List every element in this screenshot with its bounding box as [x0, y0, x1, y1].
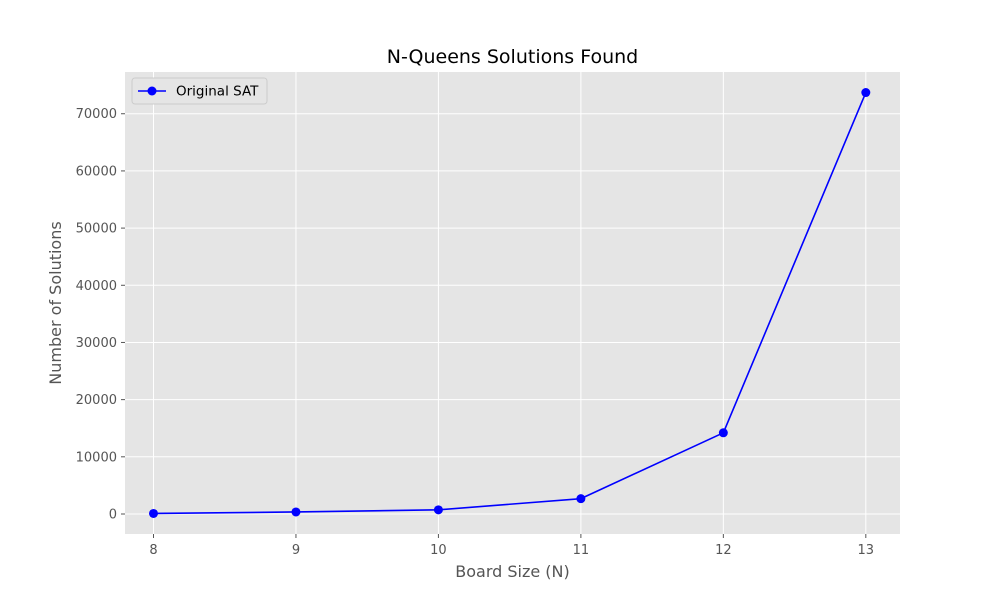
series-layer	[148, 88, 871, 518]
y-tick-label: 70000	[76, 107, 117, 122]
data-point	[291, 507, 301, 517]
y-tick-label: 60000	[76, 164, 117, 179]
legend-entry-original-sat: Original SAT	[176, 84, 259, 100]
y-tick-label: 0	[109, 507, 117, 522]
y-axis-label: Number of Solutions	[46, 221, 65, 384]
data-point	[148, 508, 158, 518]
y-tick-label: 10000	[76, 450, 117, 465]
chart-title: N-Queens Solutions Found	[387, 46, 638, 68]
data-point	[861, 88, 871, 98]
y-tick-label: 30000	[76, 336, 117, 351]
series-line-original-sat	[153, 92, 867, 515]
data-point	[576, 494, 586, 504]
x-axis-label: Board Size (N)	[455, 562, 570, 581]
legend-box	[131, 77, 268, 105]
x-tick-label: 10	[430, 543, 447, 558]
legend-marker-icon	[147, 86, 157, 96]
y-tick-label: 20000	[76, 393, 117, 408]
y-tick-label: 40000	[76, 279, 117, 294]
grid-lines	[125, 72, 900, 534]
plot-area	[125, 72, 900, 534]
x-tick-label: 12	[715, 543, 732, 558]
x-tick-label: 11	[573, 543, 590, 558]
x-tick-label: 13	[858, 543, 875, 558]
axis-ticks: 8 9 10 11 12 13 0 10000 20000 30000 40000 50000 6000…	[76, 107, 874, 558]
y-tick-label: 50000	[76, 222, 117, 237]
x-tick-label: 9	[292, 543, 300, 558]
data-point	[433, 505, 443, 515]
legend: Original SAT	[131, 77, 268, 105]
data-point	[718, 428, 728, 438]
x-tick-label: 8	[149, 543, 157, 558]
